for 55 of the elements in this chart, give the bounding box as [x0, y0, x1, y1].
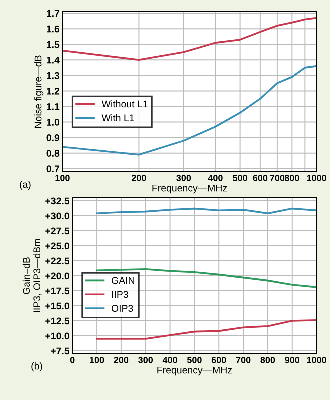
- y-tick-label: 1.4: [47, 56, 60, 64]
- legend-label: GAIN: [112, 277, 134, 284]
- x-axis-title: Frequency—MHz: [158, 366, 232, 376]
- x-tick-label: 900: [285, 357, 300, 364]
- y-tick-label: 1.6: [47, 26, 60, 33]
- x-tick-label: 100: [56, 175, 70, 182]
- y-tick-label: +25.0: [46, 242, 70, 250]
- y-tick-label: 1.5: [47, 41, 60, 48]
- x-tick-label: 100: [90, 357, 104, 364]
- x-tick-label: 600: [253, 175, 268, 182]
- legend-label: Without L1: [102, 100, 148, 108]
- y-axis-title: Noise figure—dB: [34, 56, 44, 128]
- legend-label: With L1: [102, 114, 134, 122]
- y-tick-label: +15.0: [46, 302, 70, 310]
- x-tick-label: 200: [114, 357, 129, 364]
- x-tick-label: 800: [284, 175, 300, 182]
- x-tick-label: 200: [132, 175, 146, 182]
- line-series: [96, 319, 317, 340]
- y-tick-label: 1.1: [47, 104, 60, 110]
- x-tick-label: 400: [208, 175, 223, 182]
- x-tick-label: 1000: [307, 175, 326, 182]
- x-tick-label: 800: [260, 357, 276, 364]
- y-tick-label: +20.0: [46, 272, 70, 280]
- y-tick-label: +27.5: [46, 228, 70, 235]
- y-tick-label: 0.9: [46, 134, 60, 142]
- y-tick-label: +12.5: [46, 318, 70, 325]
- y-tick-label: 1.3: [47, 72, 60, 80]
- y-tick-label: +30.0: [46, 212, 70, 220]
- x-axis-title: Frequency—MHz: [152, 184, 228, 194]
- legend-label: IIP3: [112, 291, 128, 298]
- x-tick-label: 500: [233, 175, 248, 182]
- x-tick-label: 1000: [307, 357, 326, 364]
- y-tick-label: 0.8: [46, 150, 60, 157]
- x-tick-label: 400: [162, 357, 178, 364]
- y-tick-label: +22.5: [46, 258, 70, 265]
- x-tick-label: 700: [236, 357, 251, 364]
- x-tick-label: 300: [138, 357, 154, 364]
- x-tick-label: 700: [270, 175, 285, 182]
- y-tick-label: +17.5: [46, 288, 70, 295]
- y-tick-label: 1.2: [47, 88, 60, 95]
- y-axis-title: Gain–dB IIP3, OIP3—dBm: [22, 239, 42, 312]
- y-tick-label: +32.5: [46, 198, 70, 205]
- x-tick-label: 0: [70, 357, 75, 364]
- text: (b): [32, 362, 42, 372]
- x-tick-label: 500: [187, 357, 202, 364]
- legend-label: OIP3: [112, 305, 134, 312]
- text: (a): [20, 180, 31, 190]
- line-series: [96, 268, 317, 288]
- x-tick-label: 600: [212, 357, 226, 364]
- y-tick-label: +7.5: [51, 348, 70, 355]
- y-tick-label: 0.7: [46, 166, 60, 173]
- y-tick-label: 1.7: [47, 10, 60, 18]
- x-tick-label: 300: [176, 175, 192, 182]
- y-tick-label: 1.0: [47, 119, 60, 126]
- y-tick-label: +10.0: [46, 332, 70, 340]
